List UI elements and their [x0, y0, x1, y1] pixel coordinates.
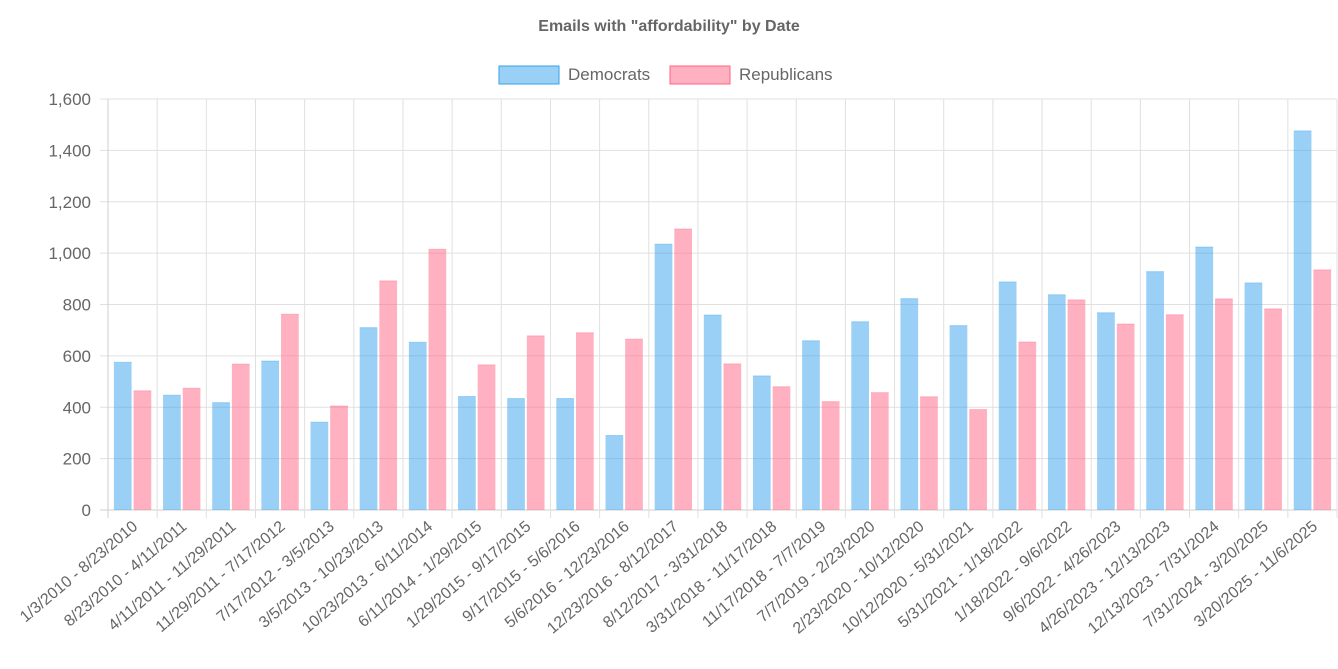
bar-democrats[interactable] [949, 325, 968, 510]
y-tick-label: 200 [63, 450, 91, 469]
bar-democrats[interactable] [605, 435, 624, 510]
bar-republicans[interactable] [526, 335, 545, 510]
bar-democrats[interactable] [113, 362, 132, 510]
y-tick-label: 600 [63, 347, 91, 366]
bar-republicans[interactable] [1116, 324, 1135, 510]
bar-democrats[interactable] [703, 315, 722, 510]
y-axis-ticks: 0 200 400 600 800 1,000 1,200 1,400 1,600 [48, 90, 91, 520]
bar-republicans[interactable] [1313, 269, 1332, 510]
bar-democrats[interactable] [1047, 294, 1066, 510]
y-tick-label: 1,400 [48, 141, 91, 160]
bar-republicans[interactable] [231, 364, 250, 510]
bar-democrats[interactable] [1195, 246, 1214, 510]
legend-item-republicans[interactable]: Republicans [669, 65, 833, 85]
bar-republicans[interactable] [330, 405, 348, 510]
y-tick-label: 800 [63, 296, 91, 315]
y-tick-label: 0 [82, 501, 91, 520]
bars [113, 130, 1332, 511]
legend-label: Republicans [739, 65, 833, 84]
y-tick-label: 400 [63, 398, 91, 417]
bar-democrats[interactable] [556, 398, 575, 510]
legend-swatch [669, 65, 731, 85]
bar-republicans[interactable] [821, 401, 840, 510]
bar-republicans[interactable] [1067, 299, 1086, 510]
bar-democrats[interactable] [458, 396, 476, 510]
bar-republicans[interactable] [625, 339, 643, 510]
bar-republicans[interactable] [1264, 308, 1282, 510]
bar-democrats[interactable] [1293, 130, 1312, 511]
bar-republicans[interactable] [477, 364, 496, 510]
bar-democrats[interactable] [408, 342, 427, 510]
bar-republicans[interactable] [920, 396, 938, 510]
bar-democrats[interactable] [998, 281, 1017, 510]
bar-democrats[interactable] [654, 244, 673, 510]
bar-democrats[interactable] [359, 327, 378, 510]
y-tick-label: 1,600 [48, 90, 91, 109]
bar-republicans[interactable] [1165, 314, 1184, 510]
bar-democrats[interactable] [900, 298, 919, 510]
bar-republicans[interactable] [772, 386, 791, 510]
bar-democrats[interactable] [1097, 312, 1115, 510]
bar-republicans[interactable] [969, 409, 987, 510]
bar-democrats[interactable] [261, 361, 280, 510]
bar-republicans[interactable] [1018, 342, 1037, 510]
bar-republicans[interactable] [281, 314, 299, 510]
bar-democrats[interactable] [507, 398, 525, 510]
bar-democrats[interactable] [1244, 282, 1263, 510]
bar-republicans[interactable] [674, 228, 693, 510]
bar-democrats[interactable] [752, 375, 771, 510]
bar-republicans[interactable] [182, 388, 201, 510]
bar-republicans[interactable] [133, 390, 152, 510]
bar-republicans[interactable] [1215, 298, 1233, 510]
bar-democrats[interactable] [163, 395, 181, 510]
y-tick-label: 1,000 [48, 244, 91, 263]
legend-item-democrats[interactable]: Democrats [498, 65, 650, 85]
bar-democrats[interactable] [851, 321, 869, 510]
bar-republicans[interactable] [428, 249, 447, 510]
chart-title: Emails with "affordability" by Date [538, 18, 800, 35]
bar-republicans[interactable] [576, 332, 594, 510]
bar-republicans[interactable] [870, 392, 889, 510]
bar-democrats[interactable] [310, 422, 329, 510]
legend-swatch [498, 65, 560, 85]
bar-democrats[interactable] [212, 402, 230, 510]
bar-republicans[interactable] [723, 363, 742, 510]
bar-democrats[interactable] [802, 340, 820, 510]
bar-republicans[interactable] [379, 280, 398, 510]
gridlines [100, 98, 1338, 518]
legend-label: Democrats [568, 65, 650, 84]
legend: Democrats Republicans [498, 65, 833, 85]
y-tick-label: 1,200 [48, 193, 91, 212]
bar-democrats[interactable] [1146, 271, 1164, 510]
